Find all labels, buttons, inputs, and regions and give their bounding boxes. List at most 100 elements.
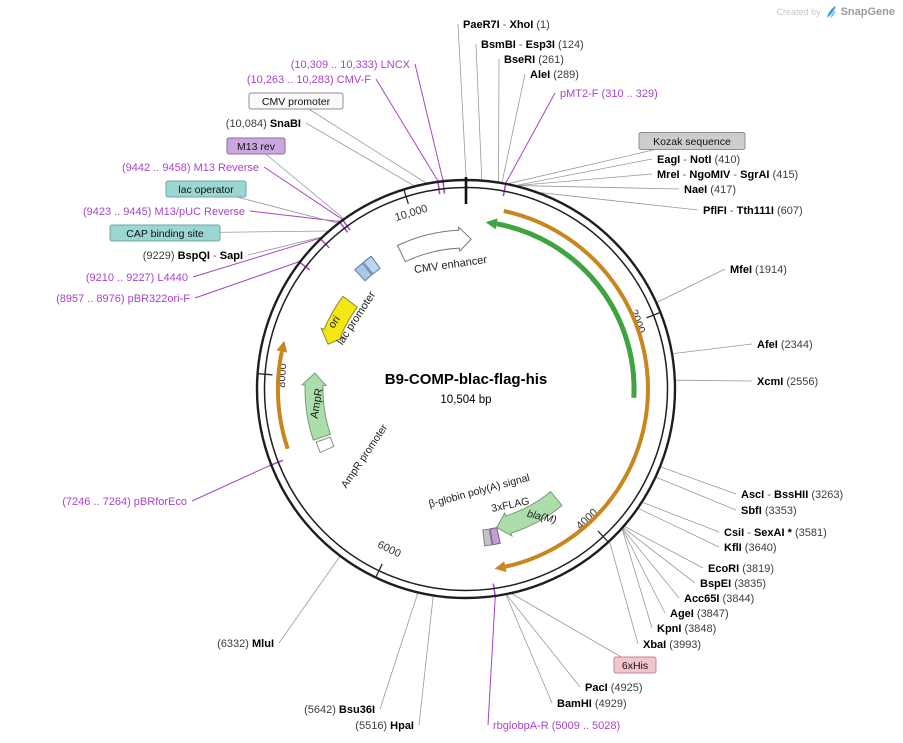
blam-arrow[interactable] <box>496 490 563 538</box>
feature-label-box-cmv-promoter[interactable] <box>248 92 344 110</box>
orf-arc-left[interactable] <box>276 340 290 450</box>
his-feature-box[interactable] <box>482 528 493 547</box>
site-paer7i-xhoi[interactable]: PaeR7I - XhoI (1) <box>463 19 550 31</box>
site-m13-rev[interactable]: M13 rev <box>226 137 286 155</box>
site-pmt2-f[interactable]: pMT2-F (310 .. 329) <box>560 88 658 100</box>
watermark: Created by SnapGene <box>777 5 895 19</box>
enzyme-label-bspei: BspEI (3835) <box>700 578 766 590</box>
primer-label-lncx: (10,309 .. 10,333) LNCX <box>291 59 411 71</box>
feature-label-text-m13-rev: M13 rev <box>237 141 276 153</box>
site-pbrforeco[interactable]: (7246 .. 7264) pBRforEco <box>62 496 187 508</box>
leader-line-m13-rev <box>255 145 344 219</box>
flag-feature-box[interactable] <box>489 527 501 546</box>
site-cmv-promoter[interactable]: CMV promoter <box>248 92 344 110</box>
site-bsmbi-esp3i[interactable]: BsmBI - Esp3I (124) <box>481 39 584 51</box>
orf-arc-right[interactable] <box>494 209 650 573</box>
enzyme-label-snabi: (10,084) SnaBI <box>226 118 301 130</box>
site-agei[interactable]: AgeI (3847) <box>670 608 729 620</box>
site-pbr322ori-f[interactable]: (8957 .. 8976) pBR322ori-F <box>56 293 190 305</box>
site-kfli[interactable]: KflI (3640) <box>724 542 777 554</box>
site-mlui[interactable]: (6332) MluI <box>217 638 274 650</box>
site-mrei-ngomiv-sgrai[interactable]: MreI - NgoMIV - SgrAI (415) <box>657 169 798 181</box>
primer-label-cmv-f: (10,263 .. 10,283) CMV-F <box>247 74 371 86</box>
site-cmv-f[interactable]: (10,263 .. 10,283) CMV-F <box>247 74 371 86</box>
enzyme-label-pflfi-tth111i: PflFI - Tth111I (607) <box>703 205 803 217</box>
site-6xhis[interactable]: 6xHis <box>613 656 657 674</box>
feature-label-text-kozak-sequence: Kozak sequence <box>653 136 731 148</box>
enzyme-label-alei: AleI (289) <box>530 69 579 81</box>
site-paci[interactable]: PacI (4925) <box>585 682 643 694</box>
site-kozak-sequence[interactable]: Kozak sequence <box>638 132 746 150</box>
feature-label-box-kozak-sequence[interactable] <box>638 132 746 150</box>
arc-arrowhead <box>485 218 498 230</box>
site-bseri[interactable]: BseRI (261) <box>504 54 564 66</box>
site-asci-bsshii[interactable]: AscI - BssHII (3263) <box>741 489 843 501</box>
cmv-enhancer-label: CMV enhancer <box>413 254 488 276</box>
site-l4440[interactable]: (9210 .. 9227) L4440 <box>86 272 188 284</box>
site-bspqi-sapi[interactable]: (9229) BspQI - SapI <box>143 250 243 262</box>
enzyme-label-bseri: BseRI (261) <box>504 54 564 66</box>
leader-line-eagi-noti <box>516 158 653 186</box>
leader-line-asci-bsshii <box>660 466 737 495</box>
feature-label-text-6xhis: 6xHis <box>622 660 648 672</box>
arc-arrowhead <box>494 561 507 573</box>
site-eagi-noti[interactable]: EagI - NotI (410) <box>657 154 740 166</box>
site-pflfi-tth111i[interactable]: PflFI - Tth111I (607) <box>703 205 803 217</box>
site-lncx[interactable]: (10,309 .. 10,333) LNCX <box>291 59 411 71</box>
site-ecori[interactable]: EcoRI (3819) <box>708 563 774 575</box>
leader-line-ecori <box>624 526 704 569</box>
site-csii-sexai[interactable]: CsiI - SexAI * (3581) <box>724 527 827 539</box>
site-bamhi[interactable]: BamHI (4929) <box>557 698 627 710</box>
leader-line-naei <box>518 185 680 190</box>
leader-line-xbai <box>609 541 639 645</box>
site-rbglobpa-r[interactable]: rbglobpA-R (5009 .. 5028) <box>493 720 620 732</box>
enzyme-label-bspqi-sapi: (9229) BspQI - SapI <box>143 250 243 262</box>
leader-line-kpni <box>621 529 653 629</box>
snapgene-logo-icon <box>826 6 836 18</box>
site-cap-binding-site[interactable]: CAP binding site <box>109 224 221 242</box>
feature-label-box-m13-rev[interactable] <box>226 137 286 155</box>
enzyme-label-asci-bsshii: AscI - BssHII (3263) <box>741 489 843 501</box>
scale-tick-label-4000: 4000 <box>574 507 600 532</box>
ori-arrow[interactable] <box>320 295 359 345</box>
feature-label-box-lac-operator[interactable] <box>165 180 247 198</box>
site-acc65i[interactable]: Acc65I (3844) <box>684 593 754 605</box>
site-bspei[interactable]: BspEI (3835) <box>700 578 766 590</box>
site-alei[interactable]: AleI (289) <box>530 69 579 81</box>
site-m13-puc-reverse[interactable]: (9423 .. 9445) M13/pUC Reverse <box>83 206 245 218</box>
primer-label-pbrforeco: (7246 .. 7264) pBRforEco <box>62 496 187 508</box>
cmv-enhancer-arrow[interactable] <box>396 225 472 263</box>
site-naei[interactable]: NaeI (417) <box>684 184 736 196</box>
leader-line-afei <box>672 343 753 355</box>
lac-operator-feature-box[interactable] <box>354 262 373 282</box>
enzyme-label-mfei: MfeI (1914) <box>730 264 787 276</box>
site-sbfi[interactable]: SbfI (3353) <box>741 505 797 517</box>
leader-line-bseri <box>498 58 500 182</box>
leader-line-mrei-ngomiv-sgrai <box>517 173 653 186</box>
site-m13-reverse[interactable]: (9442 .. 9458) M13 Reverse <box>122 162 259 174</box>
ampr-arrow[interactable] <box>300 372 332 441</box>
site-bsu36i[interactable]: (5642) Bsu36I <box>304 704 375 716</box>
leader-line-paci <box>506 594 581 688</box>
watermark-brand: SnapGene <box>840 6 895 18</box>
feature-label-box-cap-binding-site[interactable] <box>109 224 221 242</box>
site-xcmi[interactable]: XcmI (2556) <box>757 376 818 388</box>
comp-cds-arc[interactable] <box>485 218 637 398</box>
enzyme-label-naei: NaeI (417) <box>684 184 736 196</box>
site-snabi[interactable]: (10,084) SnaBI <box>226 118 301 130</box>
leader-line-pmt2-f <box>505 92 556 184</box>
site-mfei[interactable]: MfeI (1914) <box>730 264 787 276</box>
site-hpai[interactable]: (5516) HpaI <box>355 720 414 732</box>
plasmid-size: 10,504 bp <box>440 394 491 406</box>
site-kpni[interactable]: KpnI (3848) <box>657 623 716 635</box>
site-afei[interactable]: AfeI (2344) <box>757 339 813 351</box>
feature-label-box-6xhis[interactable] <box>613 656 657 674</box>
cap-binding-feature-box[interactable] <box>362 255 381 275</box>
ampr-promoter-feature-box[interactable] <box>315 436 335 454</box>
leader-line-cmv-promoter <box>295 100 427 184</box>
site-xbai[interactable]: XbaI (3993) <box>643 639 701 651</box>
leader-line-6xhis <box>511 593 636 666</box>
site-lac-operator[interactable]: lac operator <box>165 180 247 198</box>
